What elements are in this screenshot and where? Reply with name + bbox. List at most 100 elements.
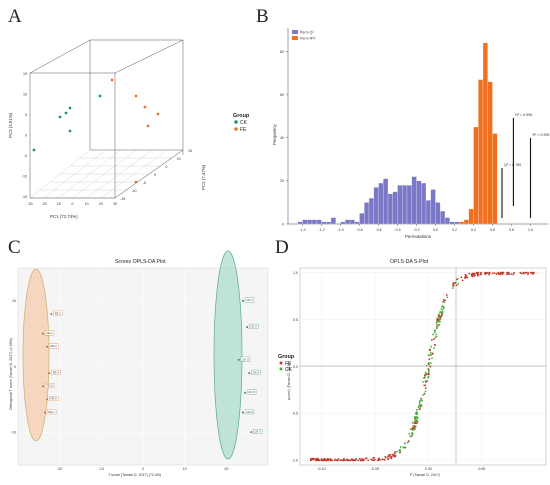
scores-y-tick: 10 bbox=[12, 299, 16, 303]
hist-bar-r2y bbox=[468, 208, 474, 225]
s-plot-point-fe bbox=[379, 459, 381, 461]
hist-bar-q2 bbox=[368, 198, 374, 225]
s-plot-legend-ck: CK bbox=[285, 367, 293, 373]
hist-bar-r2y bbox=[482, 42, 488, 225]
s-plot-point-ck bbox=[395, 450, 398, 453]
s-plot-point-fe bbox=[455, 284, 458, 287]
s-plot-point-fe bbox=[493, 272, 496, 274]
s-plot-point-ck bbox=[439, 320, 441, 323]
scores-point-label: CK-3 bbox=[242, 357, 249, 361]
s-plot-point-ck bbox=[422, 377, 425, 379]
s-plot-point-ck bbox=[409, 435, 411, 438]
scores-point-label: CK-2 bbox=[250, 325, 257, 329]
hist-bar-q2 bbox=[411, 176, 417, 225]
s-plot-point-ck bbox=[427, 369, 430, 372]
s-plot-point-ck bbox=[412, 425, 415, 428]
s-plot-point-fe bbox=[520, 272, 523, 275]
s-plot-ylabel: p(corr) (Tamari D. 2017) bbox=[287, 362, 291, 400]
s-plot-point-fe bbox=[442, 300, 445, 303]
s-plot-point-fe bbox=[362, 459, 364, 462]
hist-bar-q2 bbox=[359, 213, 365, 225]
s-plot-point-fe bbox=[476, 274, 479, 277]
s-plot-point-ck bbox=[428, 354, 431, 357]
s-plot-point-fe bbox=[424, 381, 427, 383]
pca-z-tick: -15 bbox=[120, 197, 125, 201]
s-plot-point-ck bbox=[422, 380, 424, 383]
hist-bar-q2 bbox=[406, 185, 412, 225]
scores-point-label-box bbox=[51, 369, 61, 375]
hist-bar-q2 bbox=[449, 221, 455, 225]
s-plot-point-ck bbox=[437, 320, 439, 323]
s-plot-point-fe bbox=[438, 323, 441, 326]
pca-z-tick: 0 bbox=[154, 173, 156, 177]
s-plot-point-ck bbox=[399, 446, 402, 448]
s-plot-point-fe bbox=[394, 454, 397, 457]
s-plot-point-fe bbox=[357, 459, 360, 462]
s-plot-point-ck bbox=[440, 308, 443, 311]
s-plot-point-fe bbox=[346, 459, 349, 462]
s-plot-point-fe bbox=[437, 315, 440, 318]
pca-point-fe bbox=[156, 112, 160, 116]
s-plot-point-fe bbox=[312, 458, 315, 461]
s-plot-ticks: -0.10 -0.05 0.00 0.05 1.0 0.5 0.0 -0.5 -1.0 bbox=[292, 271, 486, 471]
s-plot-legend-ck-marker bbox=[279, 367, 283, 371]
pca-y-tick: -10 bbox=[22, 175, 27, 179]
hist-x-tick: 0.0 bbox=[433, 228, 438, 232]
scores-point-label: FE-3 bbox=[51, 344, 58, 348]
hist-annotation-label: R² = 0.995 (p<0.05) bbox=[533, 133, 550, 137]
hist-bar-r2y bbox=[487, 81, 493, 225]
hist-annotation-label: Q² = 0.780 bbox=[504, 163, 521, 167]
s-plot-point-ck bbox=[414, 412, 417, 415]
s-plot-point-ck bbox=[431, 357, 433, 360]
s-plot-point-fe bbox=[344, 459, 347, 462]
s-plot-points bbox=[309, 271, 535, 462]
s-plot-point-fe bbox=[316, 459, 318, 462]
scores-x-tick: 20 bbox=[224, 467, 228, 471]
s-plot-x-tick: -0.05 bbox=[371, 467, 379, 471]
s-plot-point-ck bbox=[435, 321, 438, 324]
s-plot-point-fe bbox=[387, 455, 389, 458]
s-plot-point-fe bbox=[371, 459, 374, 462]
s-plot-point-fe bbox=[365, 457, 368, 460]
hist-legend-q2-swatch bbox=[292, 30, 298, 34]
panel-label-b: B bbox=[256, 6, 269, 27]
s-plot-point-ck bbox=[403, 442, 406, 445]
scores-ticks: -20 -10 0 10 20 10 0 -10 bbox=[11, 299, 229, 471]
s-plot-y-tick: -1.0 bbox=[292, 459, 298, 463]
s-plot-point-fe bbox=[425, 373, 428, 375]
hist-bar-r2y bbox=[459, 221, 465, 225]
s-plot-point-fe bbox=[429, 349, 432, 352]
s-plot-point-ck bbox=[442, 305, 444, 308]
s-plot-x-tick: 0.00 bbox=[425, 467, 432, 471]
s-plot-point-fe bbox=[434, 344, 436, 346]
scores-point-label-box bbox=[244, 297, 255, 303]
pca-x-tick: 20 bbox=[99, 202, 103, 206]
s-plot-point-ck bbox=[432, 333, 434, 336]
hist-x-tick: 0.6 bbox=[490, 228, 495, 232]
hist-bar-q2 bbox=[454, 221, 460, 225]
scores-point bbox=[50, 312, 53, 315]
pca-x-tick: 10 bbox=[85, 202, 89, 206]
scores-y-tick: -10 bbox=[11, 430, 16, 434]
scores-point-label-box bbox=[246, 389, 257, 395]
scores-point-label-box bbox=[251, 369, 261, 375]
hist-x-tick: -0.8 bbox=[356, 228, 362, 232]
s-plot-point-fe bbox=[353, 459, 356, 462]
s-plot-point-ck bbox=[451, 287, 454, 289]
hist-y-tick: 80 bbox=[280, 50, 284, 54]
scores-point-label: CK-4 bbox=[253, 370, 260, 374]
pca-ticks: -30 -20 -10 0 10 20 30-15-10-5051015151050-5-1… bbox=[22, 72, 192, 206]
s-plot-point-fe bbox=[472, 273, 475, 276]
s-plot-point-fe bbox=[468, 272, 471, 275]
s-plot-point-ck bbox=[446, 296, 449, 299]
scores-point bbox=[242, 299, 244, 302]
s-plot-point-ck bbox=[410, 432, 413, 434]
hist-bar-q2 bbox=[349, 219, 355, 225]
s-plot-legend-fe: FE bbox=[285, 361, 292, 367]
pca-legend-fe: FE bbox=[240, 127, 247, 133]
s-plot-point-ck bbox=[435, 333, 437, 336]
s-plot-point-fe bbox=[399, 451, 401, 454]
opls-da-s-plot-panel: -0.10 -0.05 0.00 0.05 1.0 0.5 0.0 -0.5 -1.0 OPLS… bbox=[278, 259, 547, 477]
scores-point-label-box bbox=[244, 409, 255, 415]
